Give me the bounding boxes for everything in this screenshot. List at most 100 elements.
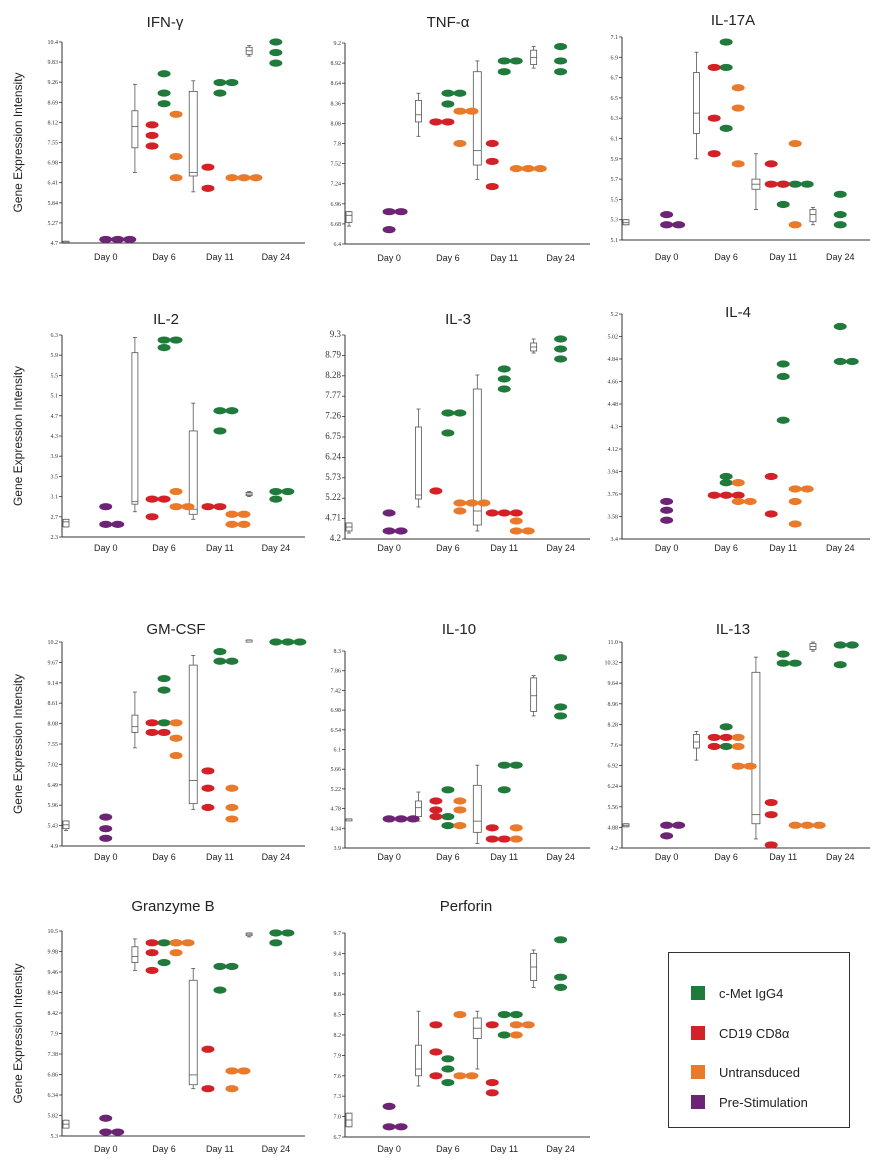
- y-tick-label: 5.5: [51, 373, 59, 379]
- point-cmet: [269, 487, 283, 496]
- point-untrans: [509, 527, 523, 535]
- y-tick-label: 7.55: [48, 141, 59, 147]
- y-tick-label: 4.78: [331, 807, 342, 813]
- y-tick-label: 5.3: [51, 1134, 59, 1140]
- y-axis-label: Gene Expression Intensity: [11, 674, 25, 814]
- point-untrans: [731, 497, 745, 506]
- point-cmet: [269, 48, 283, 57]
- y-tick-label: 9.3: [330, 329, 342, 339]
- legend-swatch-untransduced: [691, 1065, 705, 1079]
- y-tick-label: 5.43: [48, 824, 59, 830]
- box-iqr: [415, 100, 422, 123]
- point-prestim: [406, 815, 420, 823]
- point-prestim: [660, 497, 674, 506]
- point-cmet: [281, 487, 295, 496]
- x-tick-label: Day 24: [546, 543, 575, 553]
- point-cd19: [145, 131, 159, 140]
- point-prestim: [99, 825, 113, 833]
- x-tick-label: Day 6: [152, 543, 176, 553]
- x-tick-label: Day 11: [490, 1144, 518, 1154]
- panel-perforin: Perforin 6.7 7.0 7.3 7.6 7.9 8.2 8.5 8.8 9.1 9.4 9.…: [334, 898, 590, 1154]
- point-cmet: [833, 661, 847, 669]
- y-tick-label: 4.2: [330, 533, 341, 543]
- point-untrans: [788, 497, 802, 506]
- point-cmet: [441, 1055, 455, 1063]
- x-tick-label: Day 0: [377, 543, 401, 553]
- point-cd19: [776, 180, 790, 188]
- y-tick-label: 8.94: [48, 991, 59, 997]
- point-untrans: [225, 815, 239, 823]
- point-cmet: [453, 409, 467, 417]
- point-cd19: [145, 939, 159, 947]
- y-tick-label: 5.82: [48, 1114, 59, 1120]
- point-prestim: [99, 813, 113, 821]
- point-untrans: [225, 784, 239, 792]
- y-tick-label: 7.42: [331, 688, 342, 694]
- y-tick-label: 5.96: [48, 803, 59, 809]
- point-untrans: [521, 165, 535, 173]
- y-tick-label: 6.24: [325, 451, 341, 461]
- y-tick-label: 7.52: [331, 162, 342, 168]
- point-cmet: [213, 427, 227, 435]
- y-tick-label: 2.7: [51, 515, 59, 521]
- x-tick-label: Day 0: [94, 852, 118, 862]
- point-cd19: [201, 184, 215, 192]
- box-iqr: [188, 90, 198, 177]
- point-untrans: [169, 949, 183, 957]
- y-tick-label: 8.28: [325, 370, 341, 380]
- y-tick-label: 8.12: [48, 120, 59, 126]
- point-cmet: [225, 962, 239, 971]
- chart-title: GM-CSF: [146, 621, 205, 638]
- y-tick-label: 8.64: [331, 81, 342, 87]
- x-tick-label: Day 6: [436, 253, 460, 263]
- x-tick-label: Day 0: [377, 1144, 401, 1154]
- point-cmet: [269, 59, 283, 67]
- point-prestim: [672, 221, 686, 229]
- point-cmet: [833, 641, 847, 649]
- point-untrans: [743, 497, 757, 506]
- x-tick-label: Day 11: [769, 852, 797, 862]
- point-untrans: [788, 520, 802, 528]
- y-tick-label: 7.86: [331, 669, 342, 675]
- point-prestim: [660, 506, 674, 514]
- y-tick-label: 7.9: [334, 1053, 342, 1059]
- y-tick-label: 5.1: [51, 394, 59, 400]
- point-cmet: [776, 372, 790, 381]
- point-cmet: [281, 929, 295, 937]
- y-tick-label: 4.7: [51, 241, 59, 247]
- x-tick-label: Day 6: [714, 852, 738, 862]
- point-untrans: [743, 762, 757, 770]
- box-iqr: [415, 1044, 422, 1077]
- point-cd19: [707, 491, 721, 499]
- point-cmet: [719, 742, 733, 751]
- point-untrans: [169, 939, 183, 947]
- y-tick-label: 9.83: [48, 60, 59, 66]
- point-untrans: [181, 939, 195, 947]
- point-cmet: [441, 429, 455, 437]
- point-cd19: [145, 121, 159, 129]
- point-cd19: [497, 509, 511, 517]
- point-cmet: [157, 674, 171, 683]
- point-cmet: [169, 336, 183, 344]
- x-tick-label: Day 24: [546, 253, 575, 263]
- point-cmet: [719, 472, 733, 481]
- point-untrans: [169, 153, 183, 161]
- point-prestim: [99, 520, 113, 528]
- x-tick-label: Day 0: [94, 252, 118, 262]
- box-iqr: [188, 430, 198, 515]
- point-untrans: [181, 503, 195, 511]
- point-untrans: [509, 165, 523, 173]
- point-cd19: [201, 803, 215, 812]
- point-cd19: [201, 1085, 215, 1093]
- point-cmet: [788, 659, 802, 667]
- legend-item-cmet: c-Met IgG4: [691, 983, 783, 1003]
- point-cd19: [201, 503, 215, 511]
- x-tick-label: Day 0: [655, 543, 679, 553]
- legend: c-Met IgG4 CD19 CD8α Untransduced Pre-St…: [668, 952, 850, 1128]
- point-cmet: [554, 983, 568, 992]
- x-tick-label: Day 11: [490, 852, 518, 862]
- y-tick-label: 7.55: [48, 742, 59, 748]
- y-tick-label: 5.5: [611, 197, 619, 203]
- point-untrans: [509, 517, 523, 525]
